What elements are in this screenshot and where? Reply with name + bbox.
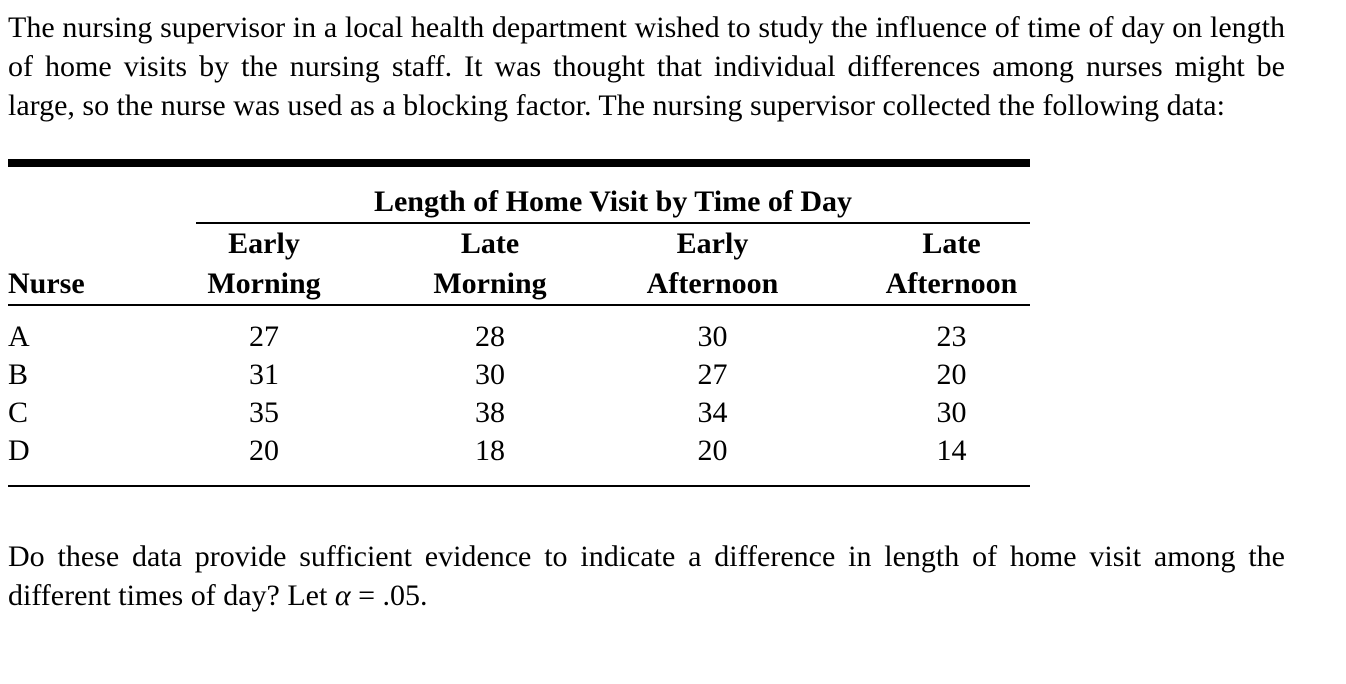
nurse-label: B (8, 358, 29, 391)
column-header-late-afternoon: Late Afternoon (815, 224, 1031, 306)
home-visit-table: Length of Home Visit by Time of Day Nurs… (8, 159, 1031, 487)
table-cell: 31 (249, 358, 279, 391)
table-cell: 20 (249, 434, 279, 467)
table-row-nurse-a: A 27 28 30 23 (8, 305, 1030, 356)
table-cell: 23 (936, 320, 967, 353)
table-cell: 28 (475, 320, 505, 353)
column-header-line: Afternoon (646, 267, 779, 300)
column-header-line: Morning (433, 267, 547, 300)
table-row-nurse-d: D 20 18 20 14 (8, 432, 1030, 486)
table-row-nurse-b: B 31 30 27 20 (8, 356, 1030, 394)
table-cell: 35 (249, 396, 279, 429)
table-cell: 14 (936, 434, 967, 467)
table-cell: 27 (249, 320, 279, 353)
column-header-line: Early (676, 227, 749, 260)
table-cell: 20 (936, 358, 967, 391)
column-header-line: Early (228, 227, 300, 260)
table-title: Length of Home Visit by Time of Day (196, 167, 1031, 224)
question-text: Do these data provide sufficient evidenc… (8, 540, 1285, 612)
nurse-label: A (8, 320, 30, 353)
intro-paragraph: The nursing supervisor in a local health… (8, 11, 1285, 122)
column-header-line: Late (460, 227, 520, 260)
spanning-header-spacer (8, 163, 158, 224)
column-header-nurse: Nurse (8, 224, 158, 306)
table-cell: 38 (475, 396, 505, 429)
column-header-late-morning: Late Morning (370, 224, 610, 306)
table-row-nurse-c: C 35 38 34 30 (8, 394, 1030, 432)
alpha-value: = .05. (350, 579, 428, 612)
column-header-early-morning: Early Morning (158, 224, 370, 306)
nurse-label: D (8, 434, 30, 467)
column-header-early-afternoon: Early Afternoon (610, 224, 815, 306)
table-cell: 27 (697, 358, 728, 391)
column-header-line: Afternoon (885, 267, 1018, 300)
table-cell: 18 (475, 434, 505, 467)
column-header-line: Morning (207, 267, 321, 300)
column-header-row: Nurse Early Morning Late Morning Early A… (8, 224, 1031, 306)
table-cell: 30 (697, 320, 728, 353)
nurse-label: C (8, 396, 29, 429)
alpha-symbol: α (334, 579, 351, 612)
column-header-line: Late (922, 227, 981, 260)
table-cell: 20 (697, 434, 728, 467)
table-cell: 30 (475, 358, 505, 391)
table-cell: 34 (697, 396, 728, 429)
spanning-header-row: Length of Home Visit by Time of Day (8, 163, 1031, 224)
table-cell: 30 (936, 396, 967, 429)
question-paragraph: Do these data provide sufficient evidenc… (8, 537, 1285, 615)
spanning-header-cell: Length of Home Visit by Time of Day (158, 163, 1031, 224)
